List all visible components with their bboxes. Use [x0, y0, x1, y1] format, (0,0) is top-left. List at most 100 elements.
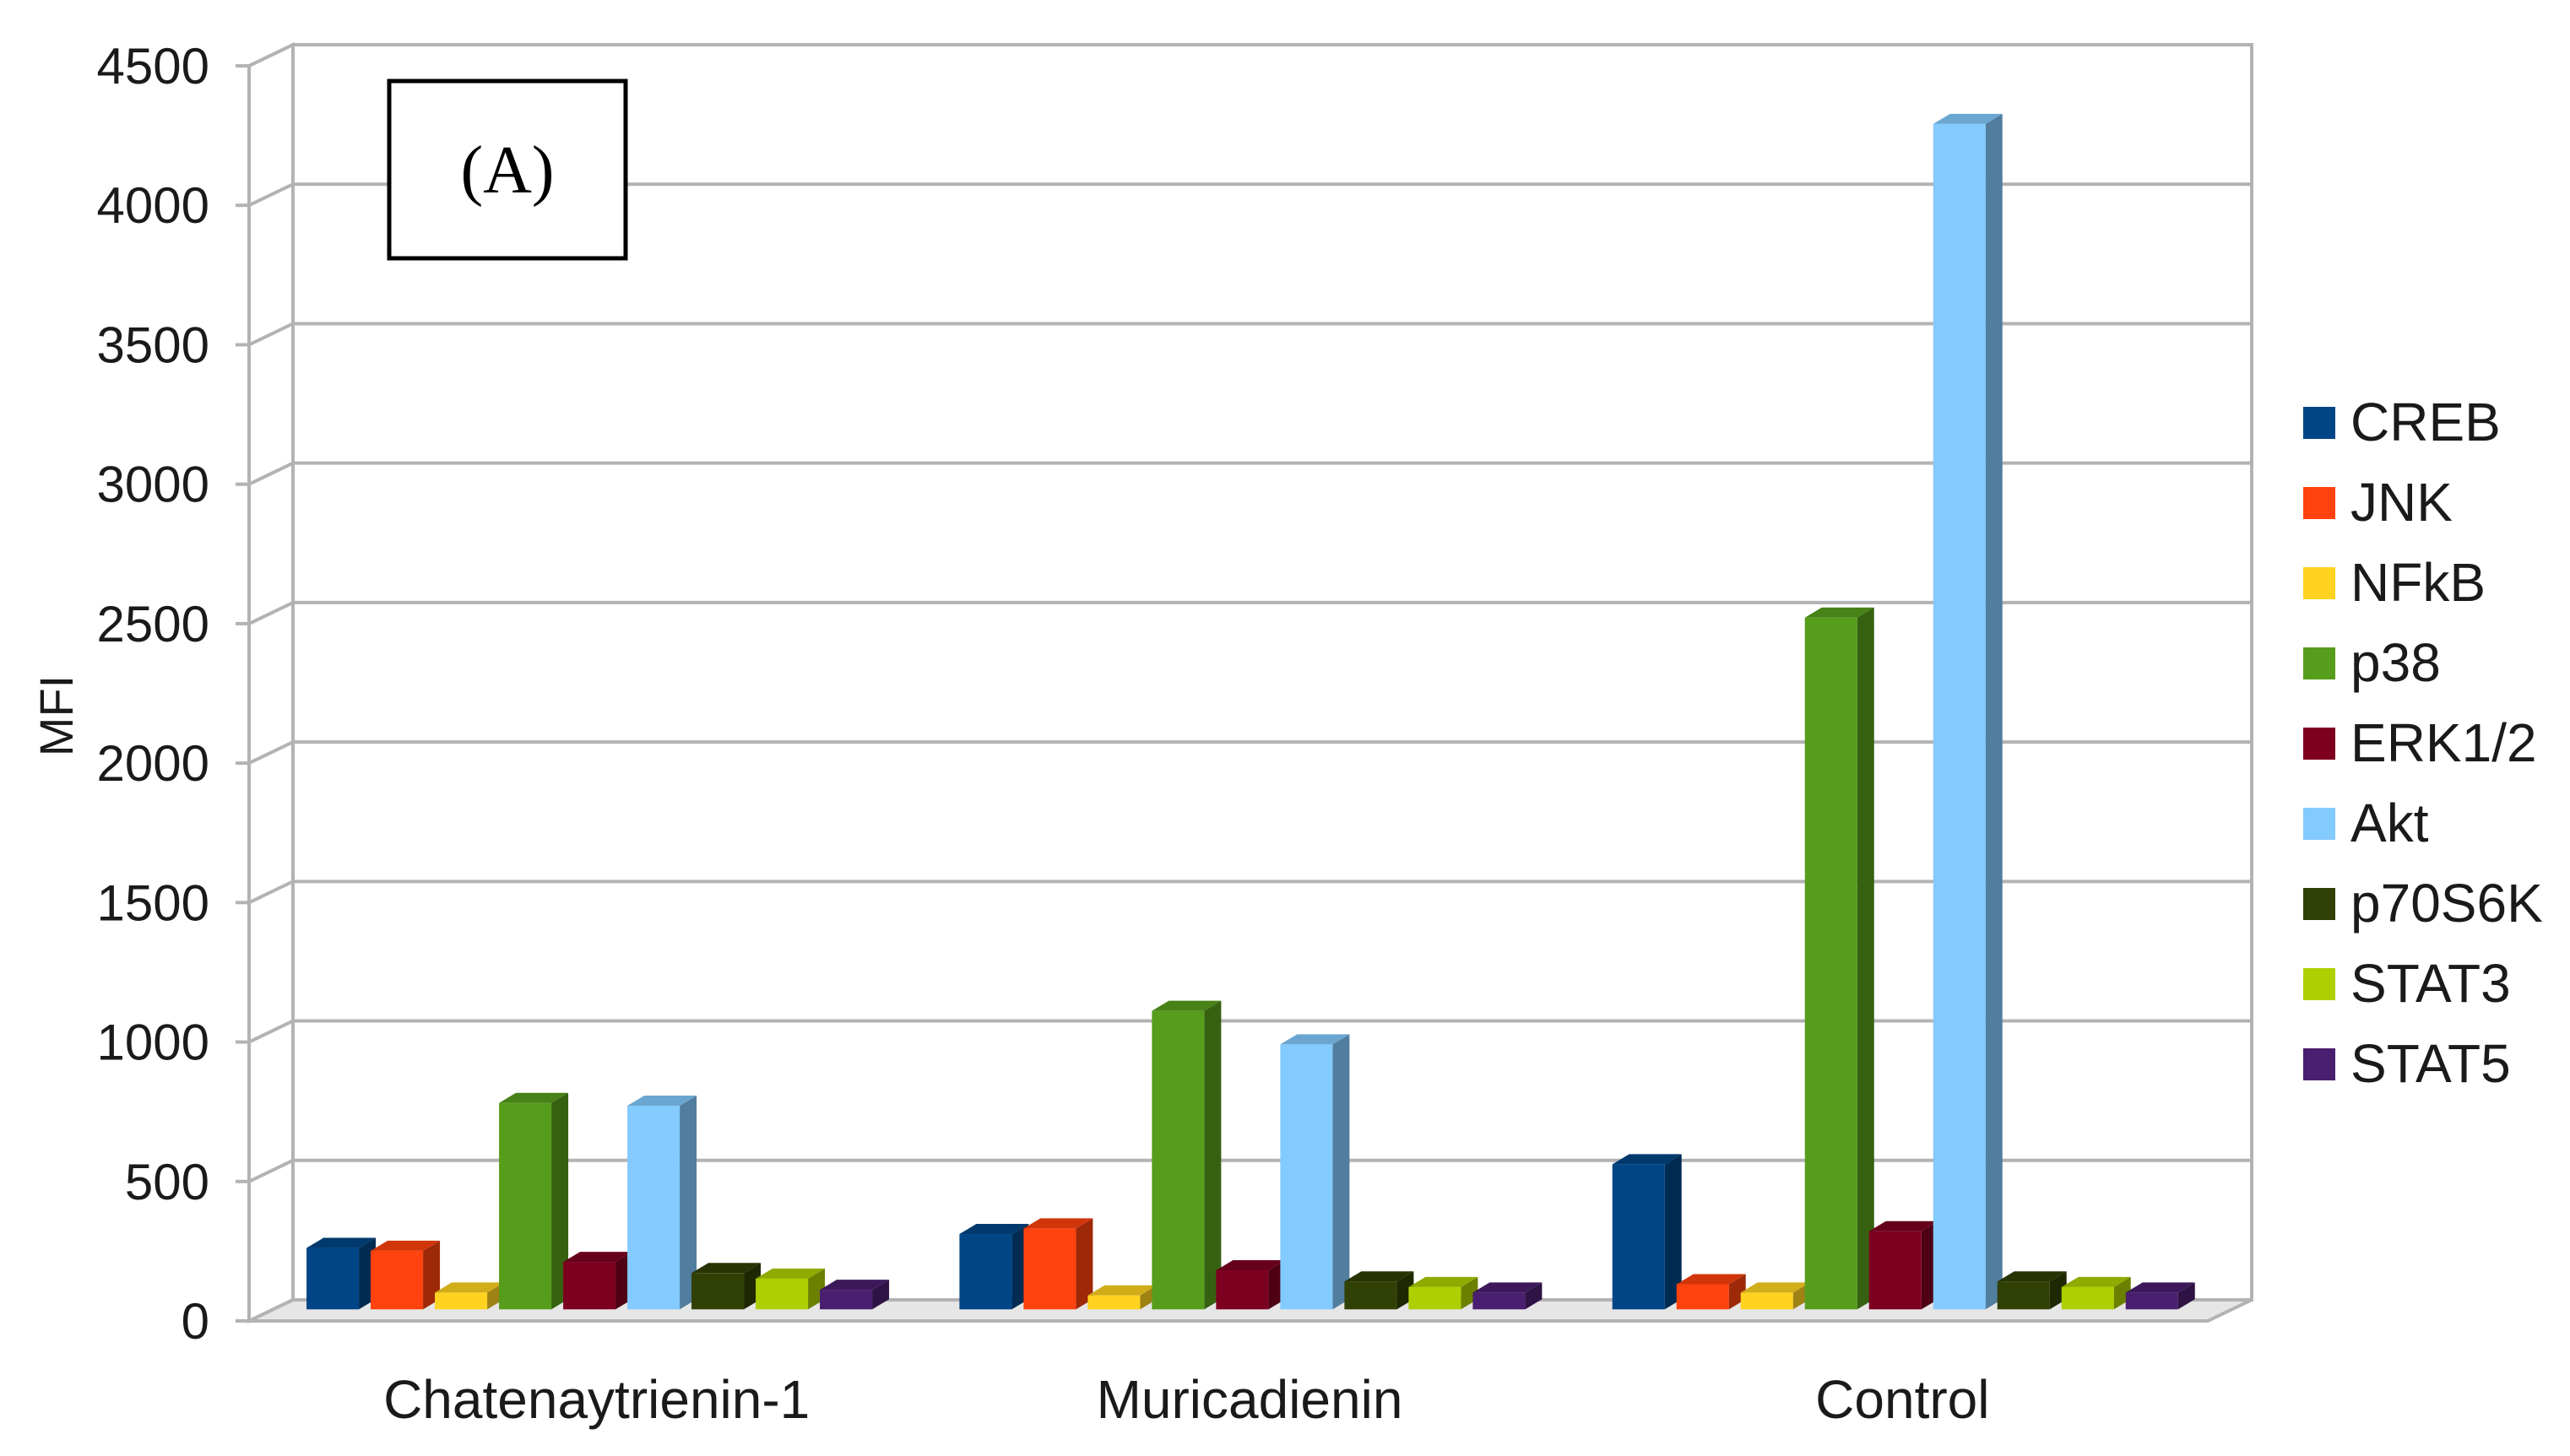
y-tick-label: 4000: [97, 177, 209, 234]
bar-front: [563, 1262, 616, 1310]
gridline: [248, 322, 2252, 347]
bar-side: [1664, 1154, 1682, 1310]
bar-top: [2061, 1276, 2131, 1287]
gridline: [248, 1019, 2252, 1044]
legend-label: p70S6K: [2350, 873, 2543, 934]
bar-front: [1740, 1292, 1793, 1310]
panel-label-box: (A): [387, 78, 628, 261]
gridline: [248, 43, 2252, 68]
bar-front: [371, 1250, 424, 1310]
bar-front: [1344, 1281, 1397, 1310]
gridline: [248, 1158, 2252, 1183]
gridline: [248, 461, 2252, 486]
bar-side: [2177, 1282, 2195, 1310]
bar-top: [1087, 1285, 1158, 1296]
y-tick-label: 4500: [97, 38, 209, 95]
bar-p38: [1804, 607, 1874, 1310]
bar-front: [1612, 1164, 1665, 1310]
bar-top: [306, 1237, 377, 1248]
bar-stat3: [1408, 1276, 1478, 1310]
bar-front: [2061, 1286, 2114, 1310]
bar-top: [959, 1224, 1029, 1235]
bar-top: [1933, 113, 2003, 124]
bar-top: [1280, 1034, 1350, 1045]
side-wall: [247, 41, 295, 1324]
bar-side: [1076, 1218, 1093, 1310]
bar-front: [1408, 1286, 1461, 1310]
bar-top: [1216, 1259, 1286, 1270]
y-axis-label: MFI: [30, 675, 83, 756]
bar-side: [1857, 607, 1874, 1310]
x-category-label: Chatenaytrienin-1: [383, 1369, 810, 1430]
bar-side: [551, 1092, 569, 1310]
bar-stat3: [2061, 1276, 2131, 1310]
bar-creb: [959, 1224, 1029, 1310]
bar-front: [499, 1102, 552, 1310]
bar-top: [820, 1280, 890, 1291]
bars: [306, 113, 2195, 1310]
legend-swatch: [2303, 728, 2335, 760]
legend-label: Akt: [2350, 793, 2429, 853]
bar-side: [680, 1096, 697, 1310]
bar-stat5: [2125, 1282, 2195, 1310]
bar-top: [627, 1096, 697, 1107]
bar-side: [1985, 113, 2003, 1310]
bar-erk1-2: [1216, 1259, 1286, 1310]
bar-front: [1152, 1010, 1205, 1310]
bar-creb: [1612, 1154, 1682, 1310]
legend-label: JNK: [2350, 472, 2453, 533]
gridline: [248, 880, 2252, 905]
bar-top: [1804, 607, 1874, 618]
gridline: [248, 600, 2252, 625]
bar-top: [691, 1263, 762, 1274]
bar-front: [435, 1292, 488, 1310]
legend-swatch: [2303, 1048, 2335, 1080]
legend-label: STAT5: [2350, 1033, 2511, 1094]
y-tick-label: 3500: [97, 317, 209, 373]
bar-p70s6k: [691, 1263, 762, 1310]
bar-side: [1525, 1282, 1543, 1310]
bar-front: [1676, 1284, 1729, 1310]
bar-side: [1204, 1000, 1222, 1310]
bar-nfkb: [435, 1282, 505, 1310]
legend-swatch: [2303, 968, 2335, 1000]
bar-front: [691, 1273, 745, 1310]
gridline: [248, 182, 2252, 208]
bar-nfkb: [1740, 1282, 1810, 1310]
x-category-label: Muricadienin: [1097, 1369, 1403, 1430]
bar-erk1-2: [1868, 1221, 1938, 1310]
bar-front: [1804, 617, 1857, 1310]
bar-front: [820, 1290, 873, 1310]
bar-front: [627, 1106, 680, 1310]
bar-top: [1344, 1271, 1414, 1282]
bar-top: [1023, 1218, 1093, 1229]
gridlines: [236, 43, 2252, 1323]
bar-top: [1612, 1154, 1682, 1165]
bar-front: [1868, 1231, 1922, 1310]
bar-front: [1472, 1292, 1526, 1310]
bar-front: [756, 1278, 809, 1310]
panel-label: (A): [460, 133, 554, 208]
bar-p38: [1152, 1000, 1222, 1310]
bar-front: [1087, 1295, 1141, 1310]
legend-label: NFkB: [2350, 552, 2486, 613]
bar-top: [1997, 1271, 2067, 1282]
bar-p38: [499, 1092, 569, 1310]
bar-jnk: [371, 1240, 441, 1310]
legend-swatch: [2303, 888, 2335, 920]
bar-top: [1740, 1282, 1810, 1293]
bar-top: [2125, 1282, 2195, 1293]
y-tick-label: 1000: [97, 1015, 209, 1071]
x-category-labels: Chatenaytrienin-1 Muricadienin Control: [383, 1369, 1989, 1430]
y-tick-label: 1500: [97, 874, 209, 931]
legend-label: STAT3: [2350, 953, 2511, 1014]
x-category-label: Control: [1815, 1369, 1989, 1430]
bar-erk1-2: [563, 1252, 633, 1310]
bar-nfkb: [1087, 1285, 1158, 1310]
bar-akt: [1933, 113, 2003, 1310]
bar-stat5: [1472, 1282, 1543, 1310]
bar-front: [1280, 1044, 1333, 1310]
bar-jnk: [1676, 1274, 1746, 1310]
legend-label: CREB: [2350, 392, 2501, 452]
